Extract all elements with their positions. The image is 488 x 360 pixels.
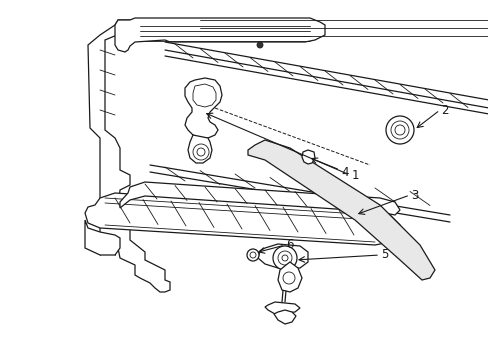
Circle shape [394,125,404,135]
Polygon shape [184,78,222,138]
Polygon shape [278,262,302,292]
Polygon shape [273,310,295,324]
Polygon shape [187,135,212,163]
Text: 3: 3 [410,189,418,202]
Polygon shape [264,302,299,314]
Polygon shape [193,84,216,107]
Polygon shape [85,193,399,245]
Circle shape [272,246,296,270]
Polygon shape [302,150,314,164]
Text: 2: 2 [440,104,448,117]
Text: 4: 4 [341,166,348,179]
Circle shape [278,251,291,265]
Polygon shape [258,244,307,268]
Text: 5: 5 [381,248,388,261]
Polygon shape [88,20,170,292]
Text: 1: 1 [350,168,358,181]
Circle shape [283,272,294,284]
Polygon shape [85,220,120,255]
Circle shape [197,148,204,156]
Circle shape [385,116,413,144]
Circle shape [193,144,208,160]
Circle shape [257,42,263,48]
Circle shape [390,121,408,139]
Polygon shape [115,18,325,52]
Polygon shape [247,140,434,280]
Circle shape [249,252,256,258]
Polygon shape [120,182,399,215]
Circle shape [282,255,287,261]
Text: 6: 6 [285,238,293,251]
Circle shape [246,249,259,261]
